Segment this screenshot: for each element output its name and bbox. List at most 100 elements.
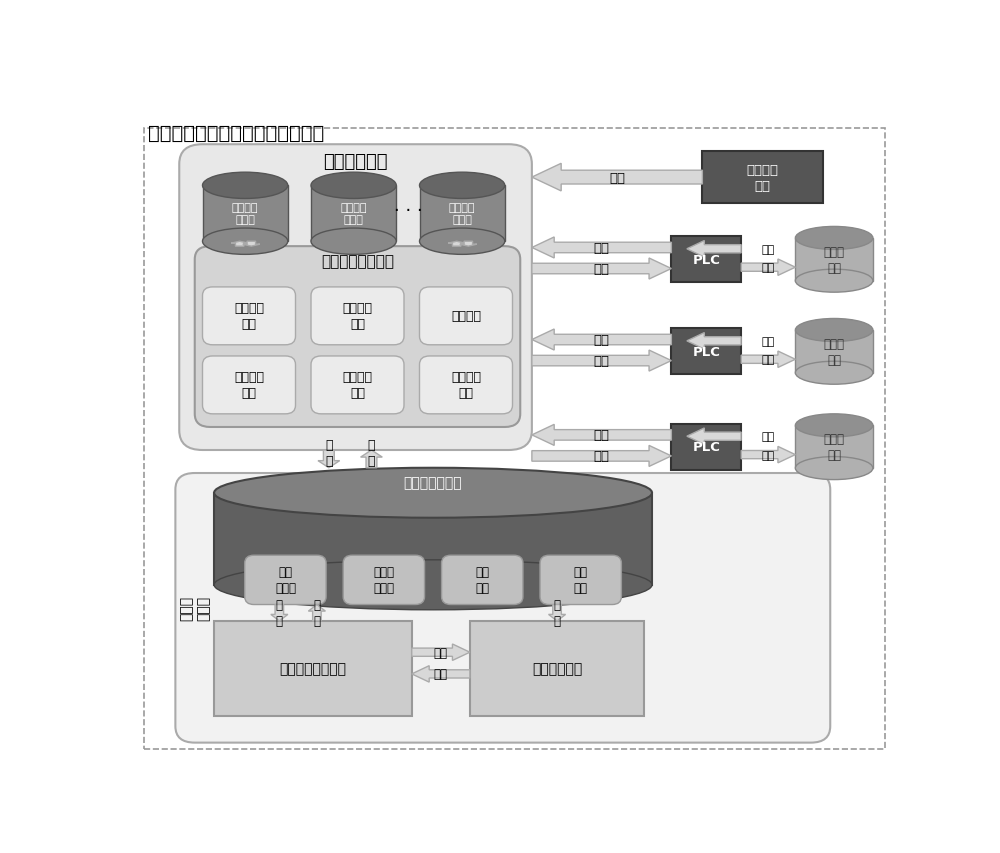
Text: 指
令: 指 令 bbox=[313, 599, 320, 628]
Text: PLC: PLC bbox=[692, 345, 720, 358]
Polygon shape bbox=[795, 426, 873, 468]
Bar bbox=[671, 329, 741, 375]
Polygon shape bbox=[231, 242, 248, 247]
Text: 数
据: 数 据 bbox=[325, 438, 333, 467]
Ellipse shape bbox=[214, 468, 652, 518]
Text: 制丝烘丝筒冷却水分智能控制系统: 制丝烘丝筒冷却水分智能控制系统 bbox=[148, 124, 324, 142]
Polygon shape bbox=[448, 242, 465, 247]
Polygon shape bbox=[420, 186, 505, 242]
Polygon shape bbox=[311, 186, 396, 242]
Polygon shape bbox=[795, 331, 873, 374]
Ellipse shape bbox=[795, 362, 873, 385]
Bar bbox=[214, 621, 412, 717]
Text: 数
据: 数 据 bbox=[276, 599, 283, 628]
Polygon shape bbox=[243, 242, 260, 247]
Text: · · ·: · · · bbox=[394, 202, 422, 220]
FancyBboxPatch shape bbox=[175, 473, 830, 743]
Polygon shape bbox=[214, 493, 652, 585]
Polygon shape bbox=[549, 605, 566, 621]
Text: 大数据存
储节点: 大数据存 储节点 bbox=[340, 203, 367, 225]
Ellipse shape bbox=[795, 457, 873, 480]
Ellipse shape bbox=[795, 319, 873, 342]
FancyBboxPatch shape bbox=[245, 555, 326, 605]
Bar bbox=[702, 152, 822, 204]
Polygon shape bbox=[318, 450, 340, 468]
Text: 数据采集平台: 数据采集平台 bbox=[323, 153, 388, 171]
Text: 数据: 数据 bbox=[594, 241, 610, 255]
Polygon shape bbox=[741, 259, 795, 276]
Polygon shape bbox=[460, 242, 477, 247]
Text: 烘丝筒
设备: 烘丝筒 设备 bbox=[824, 246, 845, 275]
Text: 质量检测
数据: 质量检测 数据 bbox=[234, 371, 264, 400]
Text: 数
据: 数 据 bbox=[554, 599, 561, 628]
Text: 数据: 数据 bbox=[609, 171, 625, 184]
FancyBboxPatch shape bbox=[311, 357, 404, 415]
Polygon shape bbox=[687, 241, 741, 258]
Ellipse shape bbox=[202, 173, 288, 200]
Text: 设备校正
数据: 设备校正 数据 bbox=[451, 371, 481, 400]
Bar bbox=[671, 237, 741, 283]
Text: 工艺规范
要求: 工艺规范 要求 bbox=[342, 371, 372, 400]
Text: 指令: 指令 bbox=[762, 355, 775, 365]
Polygon shape bbox=[532, 258, 671, 280]
Text: 数据: 数据 bbox=[594, 429, 610, 442]
Text: 数据: 数据 bbox=[762, 336, 775, 346]
Text: 数据
清洗: 数据 清洗 bbox=[475, 566, 489, 595]
Text: 产品信息: 产品信息 bbox=[451, 310, 481, 323]
Ellipse shape bbox=[311, 229, 396, 255]
Text: 大数据存
储节点: 大数据存 储节点 bbox=[232, 203, 258, 225]
Text: PLC: PLC bbox=[692, 441, 720, 454]
Polygon shape bbox=[532, 425, 671, 446]
Ellipse shape bbox=[420, 173, 505, 200]
Ellipse shape bbox=[214, 560, 652, 610]
Text: 烘丝筒
设备: 烘丝筒 设备 bbox=[824, 432, 845, 461]
Polygon shape bbox=[412, 666, 470, 682]
Text: 指令: 指令 bbox=[594, 263, 610, 276]
Text: 数据: 数据 bbox=[762, 245, 775, 254]
Text: 数据: 数据 bbox=[434, 668, 448, 681]
Polygon shape bbox=[741, 447, 795, 463]
FancyBboxPatch shape bbox=[420, 357, 512, 415]
Text: 工艺质量
数据: 工艺质量 数据 bbox=[342, 302, 372, 331]
FancyBboxPatch shape bbox=[540, 555, 621, 605]
Ellipse shape bbox=[795, 270, 873, 293]
Text: 实时数
据标识: 实时数 据标识 bbox=[373, 566, 394, 595]
Text: 指令: 指令 bbox=[594, 450, 610, 463]
Text: 指令: 指令 bbox=[594, 355, 610, 368]
Text: 大数据存
储节点: 大数据存 储节点 bbox=[449, 203, 475, 225]
Polygon shape bbox=[308, 605, 325, 621]
Polygon shape bbox=[532, 164, 702, 192]
FancyBboxPatch shape bbox=[311, 287, 404, 345]
Ellipse shape bbox=[420, 229, 505, 255]
FancyBboxPatch shape bbox=[202, 357, 296, 415]
Text: 数据: 数据 bbox=[762, 432, 775, 442]
Text: 烘丝筒具像化模型: 烘丝筒具像化模型 bbox=[321, 254, 394, 269]
Text: 指令: 指令 bbox=[434, 646, 448, 659]
Polygon shape bbox=[532, 446, 671, 467]
Ellipse shape bbox=[311, 173, 396, 200]
FancyBboxPatch shape bbox=[343, 555, 425, 605]
Ellipse shape bbox=[795, 227, 873, 250]
Text: 设备运行
数据: 设备运行 数据 bbox=[234, 302, 264, 331]
Polygon shape bbox=[795, 239, 873, 281]
Text: 指令: 指令 bbox=[762, 263, 775, 273]
Text: 业务管理
系统: 业务管理 系统 bbox=[746, 164, 778, 193]
Polygon shape bbox=[532, 351, 671, 372]
Text: 剔除
规则库: 剔除 规则库 bbox=[275, 566, 296, 595]
Polygon shape bbox=[687, 334, 741, 350]
Ellipse shape bbox=[202, 229, 288, 255]
FancyBboxPatch shape bbox=[179, 145, 532, 450]
Text: 智能控
制模型: 智能控 制模型 bbox=[179, 595, 210, 621]
Text: 数据
整流: 数据 整流 bbox=[574, 566, 588, 595]
Text: 智能控制算法网络: 智能控制算法网络 bbox=[279, 662, 346, 676]
Text: 指令: 指令 bbox=[762, 450, 775, 460]
Polygon shape bbox=[532, 238, 671, 258]
FancyBboxPatch shape bbox=[442, 555, 523, 605]
Polygon shape bbox=[687, 428, 741, 445]
Text: 仿真虚拟环境: 仿真虚拟环境 bbox=[532, 662, 582, 676]
Polygon shape bbox=[532, 329, 671, 351]
Polygon shape bbox=[202, 186, 288, 242]
Text: PLC: PLC bbox=[692, 253, 720, 266]
Polygon shape bbox=[271, 605, 288, 621]
Ellipse shape bbox=[795, 415, 873, 438]
